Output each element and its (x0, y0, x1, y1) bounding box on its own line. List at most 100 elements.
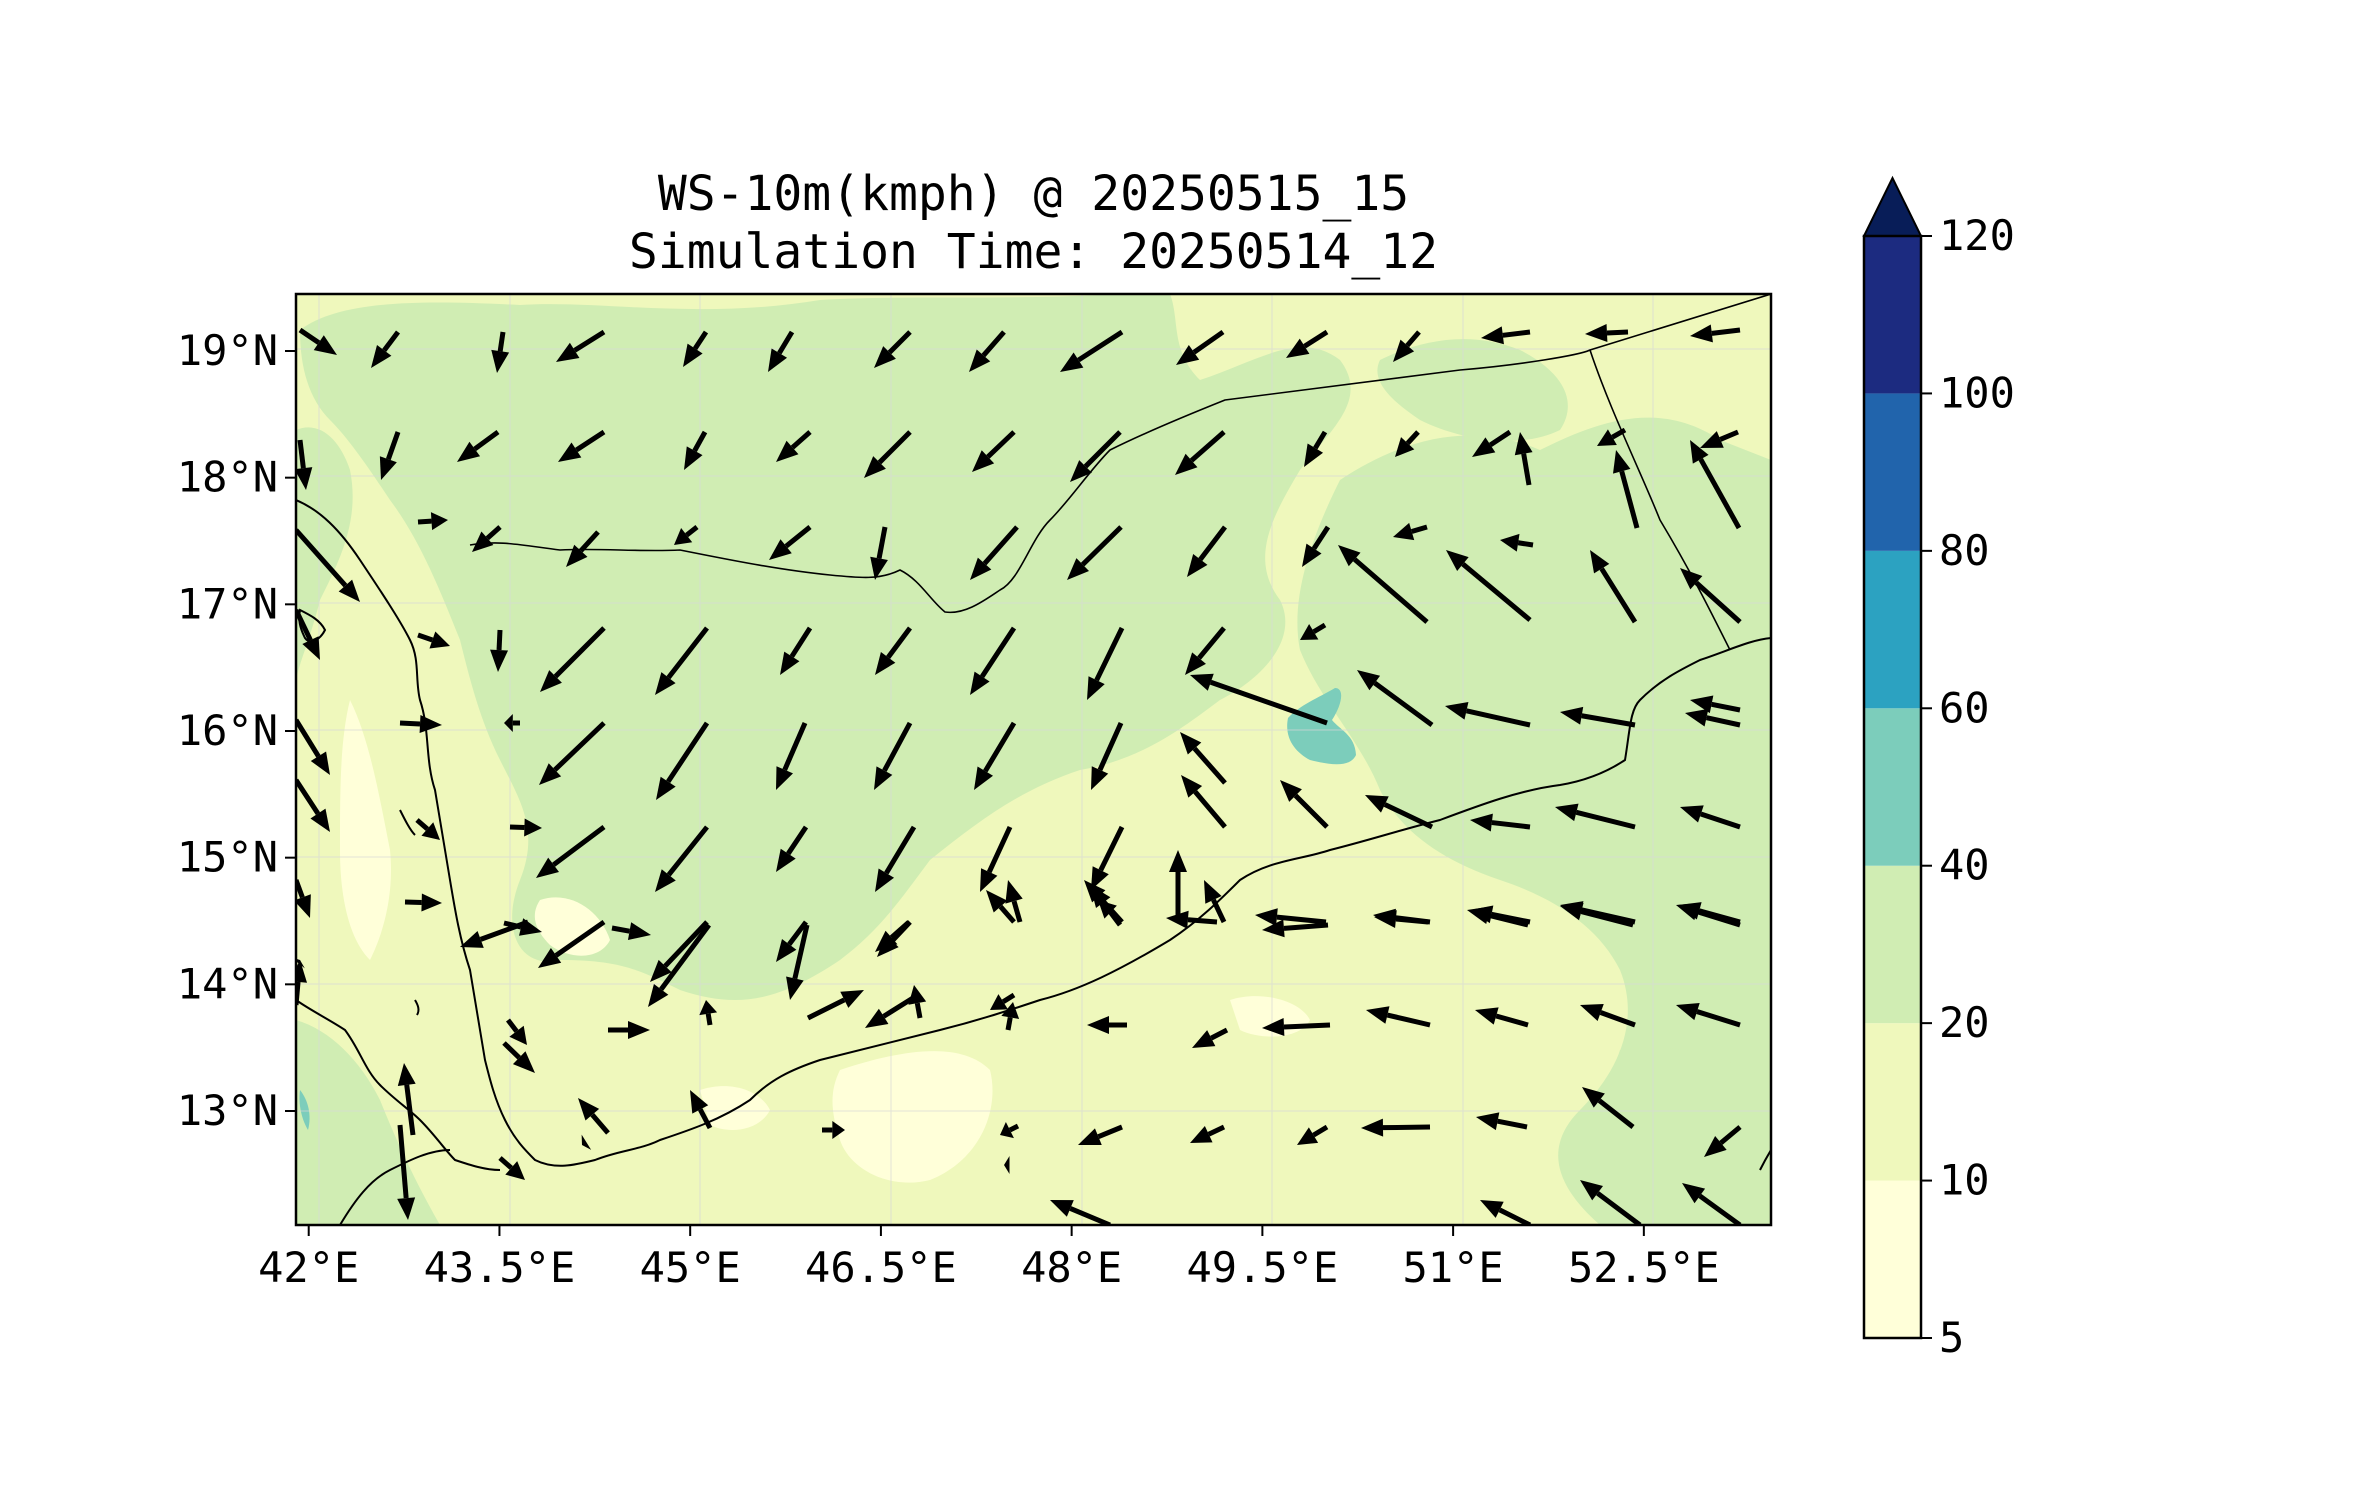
wind-vector (1005, 880, 1023, 923)
band-20-40-west (296, 427, 353, 680)
wind-vectors (296, 323, 1742, 1225)
wind-vector (296, 778, 330, 832)
wind-vector (980, 825, 1013, 892)
wind-vector (1300, 622, 1327, 640)
wind-vector (776, 825, 809, 872)
x-tick-label: 43.5°E (424, 1243, 576, 1292)
wind-vector (972, 430, 1016, 472)
wind-vector (1190, 1124, 1226, 1143)
wind-vector (684, 430, 708, 470)
wind-vector (1280, 780, 1329, 829)
wind-vector (503, 918, 542, 936)
wind-vector (874, 721, 913, 790)
wind-vector (1560, 706, 1636, 728)
wind-vector (908, 985, 927, 1019)
wind-vector (1445, 702, 1531, 728)
wind-vector (674, 525, 699, 545)
wind-vector (1690, 695, 1741, 714)
borders (469, 294, 1771, 651)
colorbar-tick-label: 60 (1939, 683, 1990, 732)
y-tick-label: 15°N (177, 833, 278, 882)
colorbar-tick-label: 80 (1939, 526, 1990, 575)
wind-vector (1004, 1156, 1010, 1174)
colorbar: 5 10 20 40 60 80 100 120 (1862, 175, 2015, 1362)
colorbar-tick-label: 5 (1939, 1313, 1964, 1362)
wind-vector (1500, 533, 1534, 552)
wind-vector (1091, 825, 1125, 890)
colorbar-segment (1864, 550, 1921, 709)
x-tick-label: 45°E (640, 1243, 741, 1292)
wind-vector (1393, 330, 1421, 362)
wind-vector (1169, 850, 1187, 922)
wind-vector (875, 626, 913, 675)
wind-vector (1302, 525, 1331, 567)
wind-vector (298, 327, 337, 355)
wind-vector (655, 825, 709, 892)
wind-vector (611, 922, 651, 941)
wind-vector (864, 430, 912, 478)
wind-vector (969, 330, 1006, 372)
wind-vector (1001, 1002, 1020, 1031)
wind-vector (581, 1134, 592, 1150)
wind-vector (1467, 906, 1529, 928)
wind-vector (536, 824, 606, 878)
wind-vector (558, 429, 606, 462)
wind-vector (1204, 880, 1227, 924)
wind-vector (1361, 1118, 1431, 1137)
wind-vector (1680, 568, 1742, 624)
wind-vector (1476, 1112, 1528, 1131)
wind-vector (1176, 329, 1225, 365)
x-tick-label: 48°E (1021, 1243, 1122, 1292)
wind-vector (1597, 427, 1627, 446)
wind-vector (296, 718, 330, 775)
wind-vector (650, 920, 709, 982)
colorbar-segment (1864, 865, 1921, 1024)
wind-vector (1393, 522, 1428, 541)
x-tick-label: 42°E (258, 1243, 359, 1292)
wind-vector (970, 525, 1019, 580)
wind-vector (1166, 910, 1218, 929)
wind-vector (1262, 1018, 1331, 1037)
x-tick-label: 51°E (1403, 1243, 1504, 1292)
border-saudi-yemen (469, 294, 1771, 614)
band-20-40-southeast (1609, 1047, 1771, 1225)
wind-vector (986, 890, 1016, 924)
island-zuqar (414, 999, 420, 1016)
colorbar-segment (1864, 1023, 1921, 1181)
wind-vector (1582, 1087, 1635, 1129)
wind-vector (690, 1090, 713, 1130)
coastline-red-sea-east (296, 499, 1771, 1167)
island-farasan (399, 809, 416, 836)
colorbar-extend-arrow (1862, 175, 1923, 237)
wind-vector (1000, 1122, 1020, 1139)
wind-vector (1590, 550, 1638, 624)
wind-vector (1365, 795, 1434, 830)
wind-vector (1472, 429, 1512, 457)
y-tick-label: 16°N (177, 706, 278, 755)
wind-vector (1187, 525, 1227, 577)
wind-vector (970, 626, 1017, 695)
wind-vector (1262, 919, 1329, 938)
wind-vector (1690, 440, 1742, 530)
wind-vector (875, 920, 911, 952)
wind-vector (974, 721, 1017, 790)
wind-vector (1374, 910, 1429, 928)
wind-vector (1304, 430, 1328, 467)
wind-vector (490, 629, 509, 672)
wind-vector (399, 714, 442, 733)
wind-vector (1690, 324, 1741, 343)
wind-vector (578, 1098, 610, 1135)
wind-vector (1704, 1125, 1742, 1157)
wind-vector (417, 631, 450, 649)
wind-vector (506, 1018, 527, 1045)
wind-vector (509, 818, 542, 837)
wind-vector (1090, 885, 1122, 927)
wind-vector (990, 992, 1016, 1010)
wind-vector (296, 608, 320, 660)
wind-vector (1067, 525, 1123, 580)
y-tick-label: 18°N (177, 453, 278, 502)
wind-vector (498, 1156, 525, 1180)
wind-vector (417, 512, 448, 531)
wind-vector (379, 431, 401, 480)
wind-vector (608, 1021, 650, 1039)
